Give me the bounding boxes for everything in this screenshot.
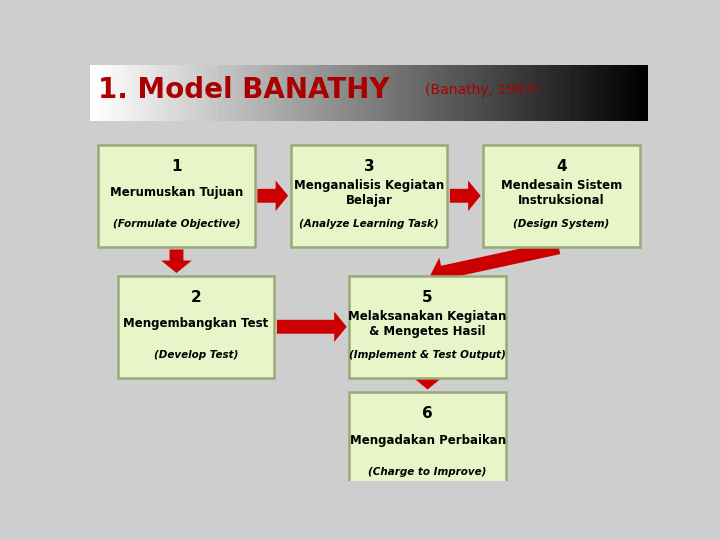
FancyBboxPatch shape — [118, 276, 274, 377]
Text: 3: 3 — [364, 159, 374, 174]
Text: Menganalisis Kegiatan
Belajar: Menganalisis Kegiatan Belajar — [294, 179, 444, 207]
Text: Melaksanakan Kegiatan
& Mengetes Hasil: Melaksanakan Kegiatan & Mengetes Hasil — [348, 310, 507, 338]
Text: Mengadakan Perbaikan: Mengadakan Perbaikan — [349, 434, 505, 447]
Text: (Implement & Test Output): (Implement & Test Output) — [349, 350, 506, 360]
Text: (Analyze Learning Task): (Analyze Learning Task) — [300, 219, 438, 229]
Text: (Develop Test): (Develop Test) — [154, 350, 238, 360]
FancyBboxPatch shape — [349, 276, 505, 377]
Text: 1: 1 — [171, 159, 181, 174]
Text: 4: 4 — [556, 159, 567, 174]
Text: (Design System): (Design System) — [513, 219, 610, 229]
Text: Mendesain Sistem
Instruksional: Mendesain Sistem Instruksional — [501, 179, 622, 207]
Text: 6: 6 — [422, 407, 433, 421]
FancyBboxPatch shape — [99, 145, 255, 247]
Text: 1. Model BANATHY: 1. Model BANATHY — [99, 76, 390, 104]
Text: 2: 2 — [191, 290, 202, 305]
Text: Merumuskan Tujuan: Merumuskan Tujuan — [110, 186, 243, 199]
FancyBboxPatch shape — [483, 145, 639, 247]
FancyBboxPatch shape — [291, 145, 447, 247]
Text: (Formulate Objective): (Formulate Objective) — [113, 219, 240, 229]
Text: 5: 5 — [422, 290, 433, 305]
Text: Mengembangkan Test: Mengembangkan Test — [123, 318, 269, 330]
FancyBboxPatch shape — [349, 392, 505, 494]
Text: (Charge to Improve): (Charge to Improve) — [369, 467, 487, 476]
Text: (Banathy, 1987): (Banathy, 1987) — [425, 83, 538, 97]
